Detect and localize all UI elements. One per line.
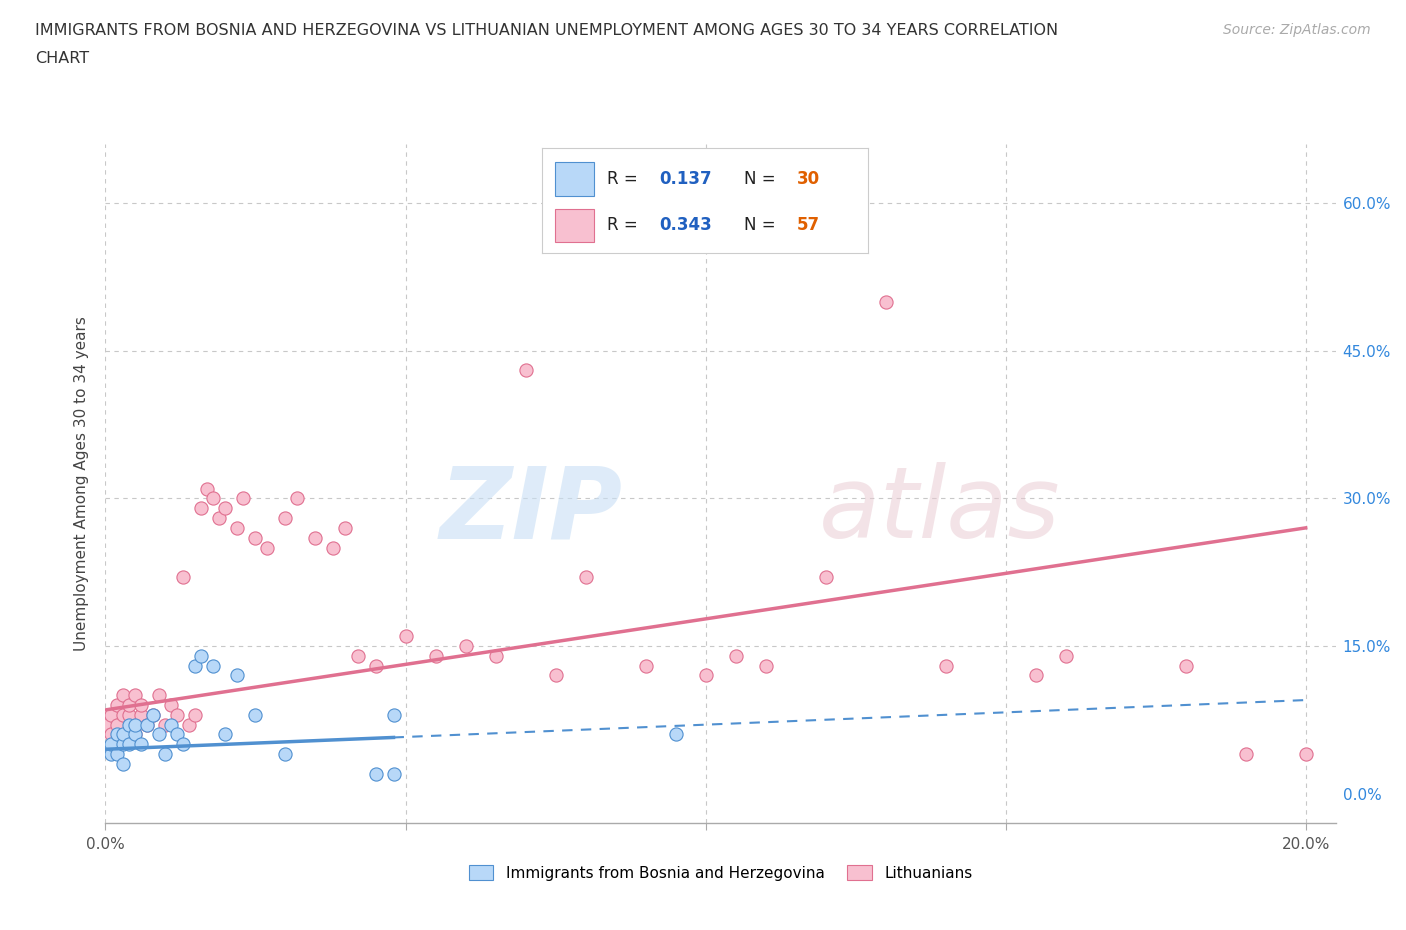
Point (112, 708, 135, 723)
Point (245, 530, 267, 545)
Point (100, 737, 122, 751)
Point (935, 658, 957, 673)
Point (232, 491, 254, 506)
Text: CHART: CHART (35, 51, 89, 66)
Point (118, 737, 141, 751)
Point (148, 687, 170, 702)
Point (155, 747, 177, 762)
Point (515, 363, 537, 378)
Point (322, 540, 344, 555)
Point (155, 717, 177, 732)
Point (172, 737, 194, 751)
Y-axis label: Unemployment Among Ages 30 to 34 years: Unemployment Among Ages 30 to 34 years (75, 316, 90, 651)
Point (484, 648, 506, 663)
Point (112, 737, 135, 751)
Point (875, 294, 897, 309)
Point (100, 727, 122, 742)
Point (124, 687, 146, 702)
Point (166, 727, 188, 742)
Point (190, 648, 212, 663)
Point (179, 717, 201, 732)
Point (166, 708, 188, 723)
Point (100, 747, 122, 762)
Point (124, 727, 146, 742)
Point (172, 570, 194, 585)
Point (131, 698, 153, 712)
Text: Source: ZipAtlas.com: Source: ZipAtlas.com (1223, 23, 1371, 37)
Point (100, 708, 122, 723)
Point (107, 747, 129, 762)
Legend: Immigrants from Bosnia and Herzegovina, Lithuanians: Immigrants from Bosnia and Herzegovina, … (463, 859, 979, 886)
Point (148, 727, 170, 742)
Point (190, 500, 212, 515)
Point (112, 757, 135, 772)
Point (112, 687, 135, 702)
Point (634, 658, 657, 673)
Point (142, 708, 165, 723)
Point (136, 717, 159, 732)
Point (544, 668, 567, 683)
Point (256, 540, 278, 555)
Point (202, 491, 225, 506)
Point (107, 698, 129, 712)
Point (574, 570, 596, 585)
Point (274, 747, 297, 762)
Point (131, 708, 153, 723)
Point (814, 570, 837, 585)
Point (118, 698, 141, 712)
Text: ZIP: ZIP (439, 462, 621, 559)
Point (364, 658, 387, 673)
Point (382, 766, 405, 781)
Point (394, 629, 416, 644)
Point (208, 511, 231, 525)
Point (454, 639, 477, 654)
Point (1025, 668, 1047, 683)
Point (226, 521, 249, 536)
Point (1054, 648, 1077, 663)
Point (226, 668, 249, 683)
Point (118, 708, 141, 723)
Point (124, 717, 146, 732)
Point (274, 511, 297, 525)
Point (382, 708, 405, 723)
Point (118, 717, 141, 732)
Point (1234, 747, 1257, 762)
Point (287, 491, 309, 506)
Point (94, 717, 117, 732)
Point (184, 708, 207, 723)
Point (364, 766, 387, 781)
Point (664, 727, 686, 742)
Point (136, 717, 159, 732)
Point (112, 727, 135, 742)
Text: atlas: atlas (818, 462, 1060, 559)
Point (724, 648, 747, 663)
Point (335, 521, 357, 536)
Point (107, 727, 129, 742)
Point (131, 737, 153, 751)
Point (202, 658, 225, 673)
Point (124, 727, 146, 742)
Point (160, 698, 183, 712)
Point (184, 658, 207, 673)
Point (214, 727, 236, 742)
Point (160, 717, 183, 732)
Point (142, 708, 165, 723)
Text: IMMIGRANTS FROM BOSNIA AND HERZEGOVINA VS LITHUANIAN UNEMPLOYMENT AMONG AGES 30 : IMMIGRANTS FROM BOSNIA AND HERZEGOVINA V… (35, 23, 1059, 38)
Point (1174, 658, 1197, 673)
Point (755, 658, 778, 673)
Point (245, 708, 267, 723)
Point (214, 500, 236, 515)
Point (425, 648, 447, 663)
Point (197, 481, 219, 496)
Point (107, 717, 129, 732)
Point (695, 668, 717, 683)
Point (304, 530, 326, 545)
Point (1295, 747, 1317, 762)
Point (346, 648, 368, 663)
